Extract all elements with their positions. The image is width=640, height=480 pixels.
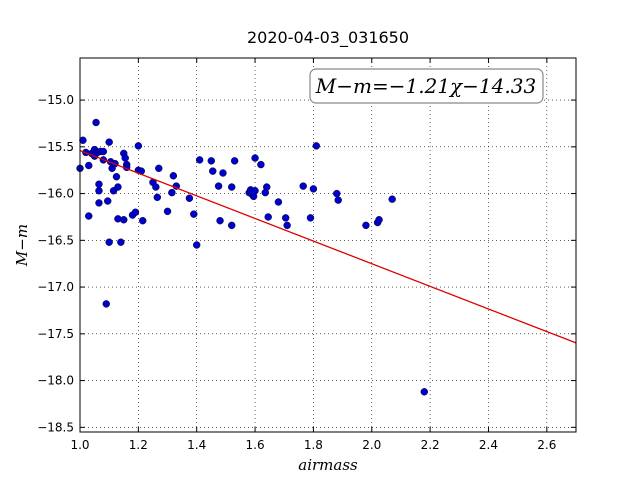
- data-point: [168, 188, 176, 197]
- data-point: [264, 213, 272, 221]
- annotation-box-frame: [309, 68, 544, 104]
- data-point: [102, 300, 110, 308]
- data-point: [420, 388, 428, 396]
- data-point: [312, 142, 321, 150]
- data-point: [274, 198, 283, 206]
- data-point: [195, 156, 204, 164]
- data-point: [306, 214, 315, 222]
- x-tick-label: 1.4: [187, 438, 206, 452]
- data-point: [95, 180, 103, 188]
- data-point: [263, 183, 271, 191]
- x-tick-label: 1.8: [304, 438, 323, 452]
- data-point: [163, 207, 172, 216]
- y-tick-label: −17.5: [37, 327, 74, 341]
- x-tick-label: 2.6: [537, 438, 556, 452]
- fit-line: [79, 149, 577, 344]
- data-point: [309, 185, 318, 193]
- x-tick-label: 1.2: [129, 438, 148, 452]
- data-point: [153, 193, 162, 202]
- data-point: [281, 214, 290, 222]
- y-tick-label: −16.5: [37, 233, 74, 247]
- data-point: [299, 182, 307, 190]
- data-point: [95, 187, 103, 195]
- annotation-box: M−m=−1.21χ−14.33: [309, 68, 544, 104]
- data-point: [219, 169, 227, 177]
- data-points: [76, 118, 428, 396]
- data-point: [152, 183, 160, 191]
- y-tick-label: −15.0: [37, 93, 74, 107]
- data-point: [209, 167, 217, 175]
- data-point: [375, 216, 383, 224]
- fit-line-group: [79, 149, 577, 344]
- data-point: [216, 216, 224, 225]
- plot-frame: [79, 57, 577, 433]
- data-point: [134, 142, 143, 150]
- data-point: [85, 212, 93, 220]
- chart-title: 2020-04-03_031650: [247, 28, 409, 48]
- grid-lines: [79, 58, 576, 432]
- data-point: [112, 173, 121, 181]
- data-point: [131, 208, 140, 216]
- x-tick-label: 2.0: [362, 438, 381, 452]
- data-point: [104, 197, 112, 205]
- x-tick-label: 1.6: [246, 438, 265, 452]
- data-point: [251, 187, 259, 195]
- y-axis-label: M−m: [13, 224, 31, 267]
- data-point: [92, 118, 100, 127]
- data-point: [99, 147, 108, 156]
- y-tick-label: −18.5: [37, 420, 74, 434]
- data-point: [155, 164, 163, 173]
- data-point: [257, 160, 265, 169]
- data-point: [190, 210, 198, 218]
- y-tick-label: −16.0: [37, 187, 74, 201]
- y-tick-label: −17.0: [37, 280, 74, 294]
- data-point: [251, 154, 259, 162]
- data-point: [121, 154, 129, 162]
- data-point: [362, 221, 370, 230]
- data-point: [193, 241, 201, 249]
- data-point: [105, 238, 113, 246]
- data-point: [139, 216, 147, 225]
- data-point: [95, 199, 103, 207]
- data-point: [333, 189, 341, 198]
- data-point: [185, 194, 194, 202]
- x-tick-label: 2.4: [479, 438, 498, 452]
- data-point: [214, 182, 223, 190]
- data-point: [85, 161, 93, 170]
- x-axis-ticks: 1.0 1.2 1.4 1.6 1.8 2.0 2.2 2.4 2.6: [70, 58, 556, 452]
- data-point: [283, 221, 291, 230]
- data-point: [228, 183, 236, 191]
- x-tick-label: 1.0: [70, 438, 89, 452]
- data-point: [388, 195, 396, 203]
- data-point: [79, 136, 87, 144]
- y-axis-ticks: −15.0 −15.5 −16.0 −16.5 −17.0 −17.5 −18.0 −18.5: [37, 93, 576, 434]
- data-point: [105, 138, 113, 146]
- data-point: [114, 183, 122, 191]
- data-point: [228, 221, 236, 230]
- data-point: [117, 238, 125, 246]
- x-tick-label: 2.2: [421, 438, 440, 452]
- y-tick-label: −15.5: [37, 140, 74, 154]
- fit-equation: M−m=−1.21χ−14.33: [315, 74, 536, 98]
- data-point: [169, 172, 178, 180]
- data-point: [120, 216, 128, 224]
- data-point: [230, 157, 239, 165]
- data-point: [207, 157, 215, 165]
- data-point: [334, 196, 342, 204]
- y-tick-label: −18.0: [37, 374, 74, 388]
- x-axis-label: airmass: [298, 456, 358, 474]
